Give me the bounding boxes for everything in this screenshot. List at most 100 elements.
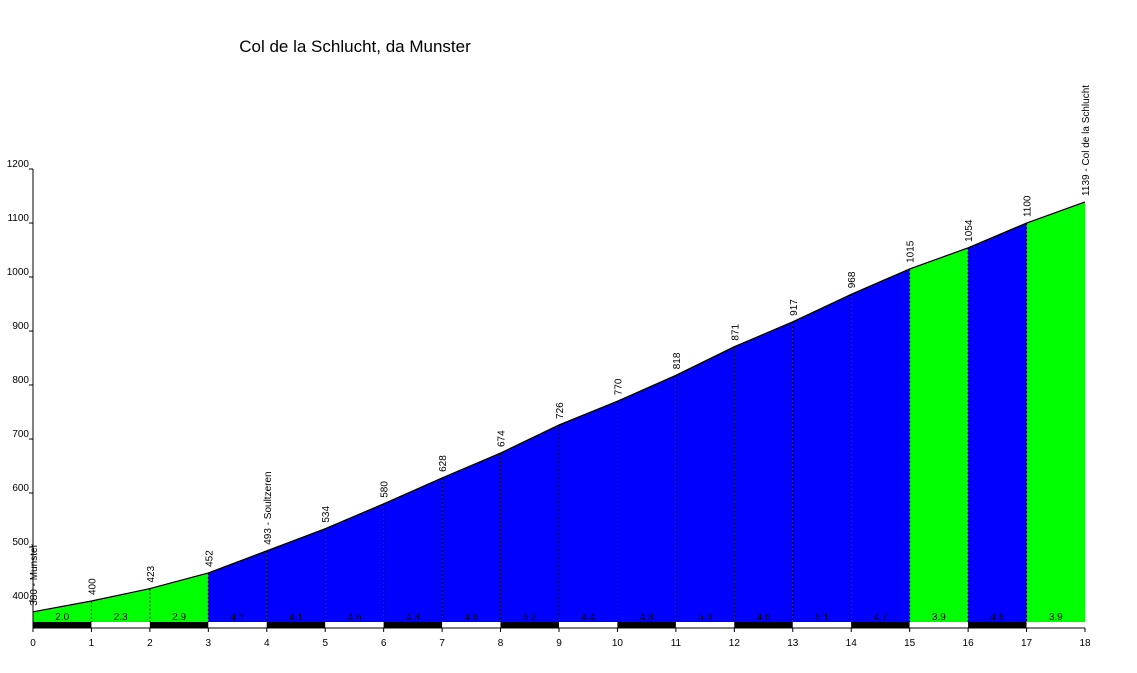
x-tick-label: 13 <box>787 638 799 649</box>
y-tick-label: 400 <box>12 591 29 602</box>
elevation-label: 1015 <box>906 240 917 263</box>
elevation-label: 674 <box>497 430 508 447</box>
elevation-label: 1054 <box>964 219 975 242</box>
gradient-label: 3.9 <box>1049 612 1063 623</box>
gradient-label: 4.6 <box>990 612 1004 623</box>
y-tick-label: 1200 <box>7 159 30 170</box>
km-strip <box>675 622 735 628</box>
gradient-segment <box>442 453 501 628</box>
elevation-label: 452 <box>204 550 215 567</box>
km-strip <box>91 622 150 628</box>
gradient-segment <box>383 477 443 628</box>
x-tick-label: 2 <box>147 638 153 649</box>
gradient-label: 4.6 <box>347 612 361 623</box>
km-strip <box>734 622 793 628</box>
km-strip <box>792 622 852 628</box>
x-tick-label: 3 <box>206 638 212 649</box>
x-tick-label: 7 <box>439 638 445 649</box>
gradient-label: 4.8 <box>406 612 420 623</box>
y-tick-label: 900 <box>12 321 29 332</box>
elevation-label: 770 <box>613 378 624 395</box>
gradient-segment <box>1026 201 1085 628</box>
x-tick-label: 10 <box>612 638 624 649</box>
gradient-label: 5.1 <box>815 612 829 623</box>
y-tick-label: 800 <box>12 375 29 386</box>
x-tick-label: 12 <box>729 638 741 649</box>
km-strip <box>500 622 559 628</box>
gradient-segment <box>851 268 910 628</box>
chart-title: Col de la Schlucht, da Munster <box>239 37 471 56</box>
elevation-label: 423 <box>146 565 157 582</box>
gradient-segment <box>617 375 676 628</box>
km-strip <box>208 622 267 628</box>
km-strip <box>33 622 92 628</box>
gradient-label: 2.3 <box>114 612 128 623</box>
x-tick-label: 1 <box>89 638 95 649</box>
profile-line <box>32 201 1086 613</box>
gradient-segment <box>968 223 1027 628</box>
km-strip <box>266 622 326 628</box>
x-tick-label: 9 <box>556 638 562 649</box>
elevation-label: 1100 <box>1023 195 1034 217</box>
gradient-label: 2.9 <box>172 612 186 623</box>
elevation-label: 968 <box>847 271 858 288</box>
km-strip <box>559 622 618 628</box>
elevation-label: 628 <box>438 455 449 472</box>
y-tick-label: 600 <box>12 483 29 494</box>
gradient-segment <box>559 401 618 628</box>
elevation-label: 818 <box>672 352 683 369</box>
elevation-label: 726 <box>555 402 566 419</box>
x-tick-label: 8 <box>498 638 504 649</box>
km-strip <box>383 622 443 628</box>
x-tick-label: 5 <box>322 638 328 649</box>
y-tick-label: 1000 <box>7 267 30 278</box>
gradient-label: 4.1 <box>231 612 245 623</box>
gradient-segment <box>33 601 92 628</box>
x-tick-label: 0 <box>30 638 36 649</box>
gradient-segment <box>792 294 852 628</box>
km-strip <box>909 622 969 628</box>
x-tick-label: 18 <box>1079 638 1091 649</box>
gradient-label: 4.7 <box>873 612 887 623</box>
km-strip <box>442 622 501 628</box>
elevation-label: 380 - Munster <box>29 543 40 605</box>
x-tick-label: 17 <box>1021 638 1033 649</box>
gradient-segment <box>734 321 793 628</box>
y-tick-label: 500 <box>12 537 29 548</box>
km-strip <box>617 622 676 628</box>
gradient-label: 4.4 <box>581 612 595 623</box>
x-tick-label: 6 <box>381 638 387 649</box>
y-tick-label: 1100 <box>7 213 29 224</box>
x-tick-label: 14 <box>846 638 858 649</box>
km-strip <box>851 622 910 628</box>
km-strip <box>968 622 1027 628</box>
elevation-label: 871 <box>730 324 741 341</box>
x-tick-label: 16 <box>963 638 975 649</box>
gradient-label: 5.3 <box>698 612 712 623</box>
km-strip <box>1026 622 1085 628</box>
elevation-label: 1139 - Col de la Schlucht <box>1081 85 1092 196</box>
elevation-label: 493 - Soultzeren <box>263 471 274 544</box>
gradient-label: 2.0 <box>55 612 69 623</box>
gradient-segment <box>266 528 326 628</box>
gradient-label: 5.2 <box>523 612 537 623</box>
km-strip <box>149 622 209 628</box>
elevation-label: 534 <box>321 506 332 523</box>
x-tick-label: 4 <box>264 638 270 649</box>
elevation-label: 580 <box>380 481 391 498</box>
gradient-label: 3.9 <box>932 612 946 623</box>
gradient-segment <box>909 247 969 628</box>
gradient-label: 4.8 <box>640 612 654 623</box>
elevation-label: 400 <box>87 578 98 595</box>
gradient-segment <box>208 550 267 628</box>
x-tick-label: 15 <box>904 638 916 649</box>
gradient-segment <box>325 503 384 628</box>
gradient-label: 4.6 <box>757 612 771 623</box>
gradient-segment <box>500 424 559 628</box>
gradient-segment <box>149 572 209 628</box>
gradient-label: 4.1 <box>289 612 303 623</box>
gradient-label: 4.6 <box>464 612 478 623</box>
x-tick-label: 11 <box>671 638 682 649</box>
elevation-label: 917 <box>789 299 800 316</box>
